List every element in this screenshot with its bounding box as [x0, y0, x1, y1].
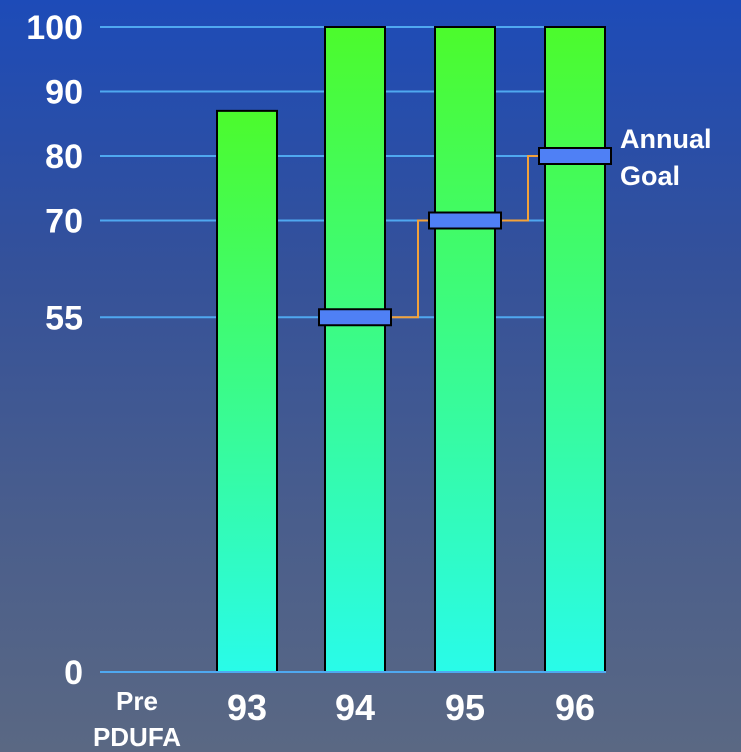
y-tick-label-90: 90 [45, 74, 83, 112]
goal-marker-95 [428, 211, 502, 230]
goal-marker-94 [318, 308, 392, 327]
goal-step-line [318, 147, 612, 327]
y-tick-label-70: 70 [45, 203, 83, 241]
y-tick-label-100: 100 [26, 9, 83, 47]
y-tick-label-0: 0 [64, 654, 83, 692]
y-tick-label-55: 55 [45, 299, 83, 337]
goal-label-line2: Goal [620, 161, 680, 191]
bar-94 [324, 26, 386, 673]
x-tick-label-93: 93 [227, 687, 267, 728]
labels: Annual Goal 0 55 70 80 90 100 Pre PDUFA 93 94 95 96 [26, 9, 711, 752]
goal-marker-96 [538, 147, 612, 165]
x-tick-label-line1: Pre [116, 686, 158, 716]
x-tick-label-94: 94 [335, 687, 375, 728]
bars [216, 26, 606, 674]
bar-95 [434, 26, 496, 673]
x-tick-label-line2: PDUFA [93, 722, 181, 752]
bar-96 [544, 26, 606, 673]
y-tick-label-80: 80 [45, 138, 83, 176]
x-tick-label-96: 96 [555, 687, 595, 728]
bar-93 [216, 109, 278, 674]
x-tick-label-95: 95 [445, 687, 485, 728]
goal-label-line1: Annual [620, 124, 712, 154]
